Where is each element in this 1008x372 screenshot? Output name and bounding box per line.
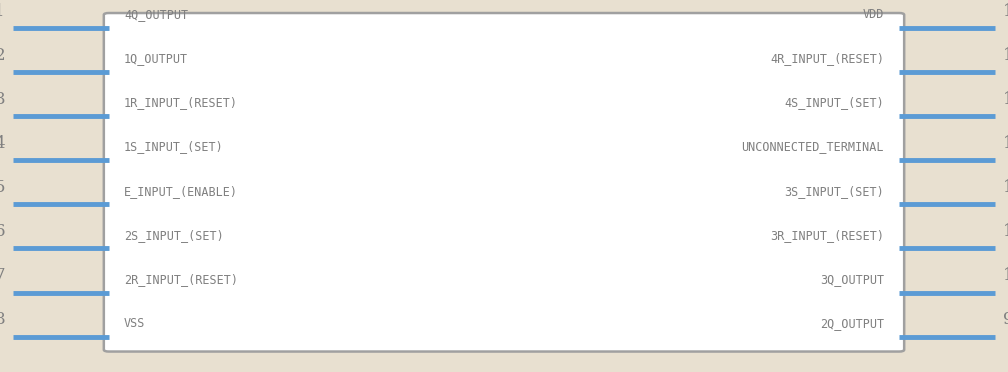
Text: 4Q_OUTPUT: 4Q_OUTPUT — [124, 8, 188, 21]
Text: 6: 6 — [0, 223, 5, 240]
Text: 4R_INPUT_(RESET): 4R_INPUT_(RESET) — [770, 52, 884, 65]
Text: 3R_INPUT_(RESET): 3R_INPUT_(RESET) — [770, 229, 884, 242]
Text: 7: 7 — [0, 267, 5, 284]
Text: 10: 10 — [1003, 267, 1008, 284]
Text: 9: 9 — [1003, 311, 1008, 328]
Text: 16: 16 — [1003, 3, 1008, 20]
FancyBboxPatch shape — [104, 13, 904, 352]
Text: VDD: VDD — [863, 8, 884, 21]
Text: 13: 13 — [1003, 135, 1008, 152]
Text: 2: 2 — [0, 47, 5, 64]
Text: 11: 11 — [1003, 223, 1008, 240]
Text: 4S_INPUT_(SET): 4S_INPUT_(SET) — [784, 96, 884, 109]
Text: 1: 1 — [0, 3, 5, 20]
Text: VSS: VSS — [124, 317, 145, 330]
Text: E_INPUT_(ENABLE): E_INPUT_(ENABLE) — [124, 185, 238, 198]
Text: 1R_INPUT_(RESET): 1R_INPUT_(RESET) — [124, 96, 238, 109]
Text: 1Q_OUTPUT: 1Q_OUTPUT — [124, 52, 188, 65]
Text: 14: 14 — [1003, 91, 1008, 108]
Text: 1S_INPUT_(SET): 1S_INPUT_(SET) — [124, 141, 224, 154]
Text: 5: 5 — [0, 179, 5, 196]
Text: 2R_INPUT_(RESET): 2R_INPUT_(RESET) — [124, 273, 238, 286]
Text: 3S_INPUT_(SET): 3S_INPUT_(SET) — [784, 185, 884, 198]
Text: UNCONNECTED_TERMINAL: UNCONNECTED_TERMINAL — [742, 141, 884, 154]
Text: 15: 15 — [1003, 47, 1008, 64]
Text: 12: 12 — [1003, 179, 1008, 196]
Text: 2S_INPUT_(SET): 2S_INPUT_(SET) — [124, 229, 224, 242]
Text: 2Q_OUTPUT: 2Q_OUTPUT — [820, 317, 884, 330]
Text: 3Q_OUTPUT: 3Q_OUTPUT — [820, 273, 884, 286]
Text: 8: 8 — [0, 311, 5, 328]
Text: 4: 4 — [0, 135, 5, 152]
Text: 3: 3 — [0, 91, 5, 108]
